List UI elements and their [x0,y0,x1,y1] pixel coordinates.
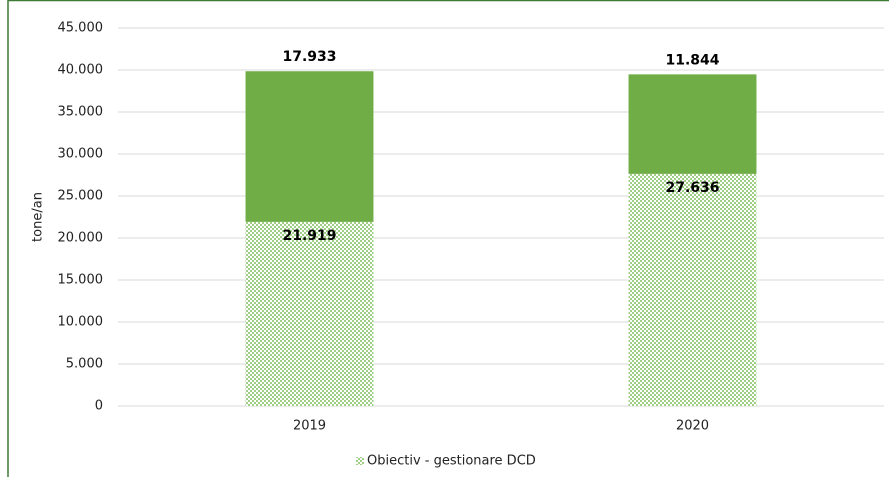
legend-label: Obiectiv - gestionare DCD [367,454,536,469]
frame [7,0,889,477]
y-tick-label: 45.000 [58,21,104,36]
y-tick-label: 35.000 [58,105,104,120]
y-tick-label: 0 [95,399,103,414]
y-tick-label: 10.000 [58,315,104,330]
y-tick-label: 30.000 [58,147,104,162]
y-tick-label: 25.000 [58,189,104,204]
value-label: 17.933 [282,49,336,65]
legend-swatch [356,457,364,465]
x-tick-label: 2019 [293,419,326,434]
bar-segment [245,221,374,406]
y-tick-label: 5.000 [66,357,103,372]
bar-segment [628,173,757,406]
bar-segment [245,71,374,222]
y-tick-label: 20.000 [58,231,104,246]
y-tick-label: 40.000 [58,63,104,78]
y-axis-label: tone/an [31,192,46,242]
bar-segment [628,74,757,174]
y-tick-label: 15.000 [58,273,104,288]
x-tick-label: 2020 [676,419,709,434]
value-label: 11.844 [665,52,719,68]
value-label: 21.919 [282,228,336,244]
value-label: 27.636 [665,180,719,196]
